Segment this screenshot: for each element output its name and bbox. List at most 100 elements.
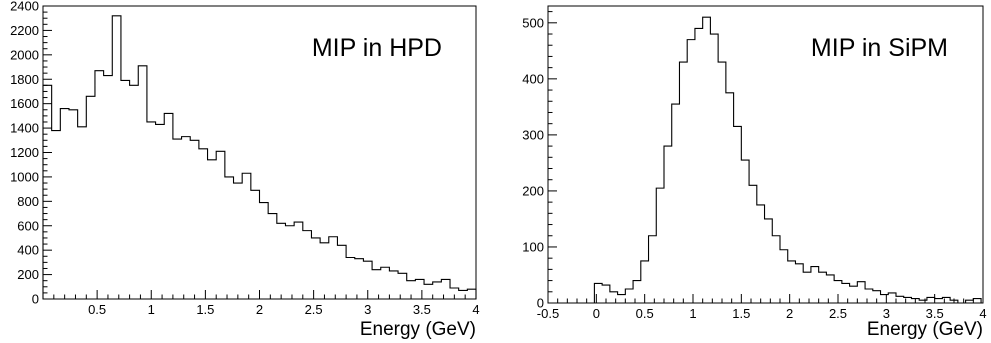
histogram-bin [225, 177, 234, 299]
x-tick-label: 1 [689, 306, 696, 321]
histogram-bin [303, 231, 312, 299]
histogram-bin [398, 273, 407, 299]
x-axis-label: Energy (GeV) [867, 319, 983, 340]
histogram-bin [69, 110, 78, 299]
histogram-bin [441, 279, 450, 299]
chart-title: MIP in SiPM [811, 34, 948, 62]
y-tick-label: 2400 [10, 0, 39, 14]
histogram-bin [95, 71, 104, 299]
y-tick-label: 200 [17, 267, 39, 282]
histogram-bin [811, 267, 819, 303]
y-tick-label: 500 [522, 15, 544, 30]
histogram-bin [656, 188, 664, 303]
x-tick-label: 3 [364, 302, 371, 317]
x-tick-label: 2.5 [305, 302, 323, 317]
y-tick-label: 200 [522, 183, 544, 198]
histogram-bin [459, 290, 468, 299]
histogram-bin [896, 296, 904, 303]
histogram-bin [60, 109, 69, 299]
histogram-bin [919, 300, 927, 303]
histogram-bin [329, 237, 338, 299]
histogram-bin [389, 271, 398, 299]
histogram-bin [749, 185, 757, 303]
histogram-bin [888, 293, 896, 303]
x-tick-label: 3.5 [413, 302, 431, 317]
histogram-bin [772, 236, 780, 303]
histogram-bin [618, 295, 626, 303]
histogram-bin [757, 205, 765, 303]
x-tick-label: 2 [786, 306, 793, 321]
histogram-bin [780, 250, 788, 303]
histogram-bin [190, 140, 199, 299]
y-tick-label: 300 [522, 127, 544, 142]
histogram-bin [104, 76, 113, 299]
x-tick-label: 2 [256, 302, 263, 317]
y-tick-label: 2000 [10, 47, 39, 62]
histogram-bin [703, 17, 711, 303]
chart-title: MIP in HPD [312, 34, 442, 62]
histogram-bin [242, 173, 251, 299]
histogram-bin [850, 286, 858, 303]
histogram-bin [973, 299, 981, 303]
histogram-bin [795, 264, 803, 303]
histogram-bin [467, 289, 476, 299]
histogram-bin [372, 270, 381, 299]
histogram-bin [346, 257, 355, 299]
histogram-bin [43, 85, 52, 299]
histogram-bin [182, 137, 191, 299]
histogram-bin [112, 16, 121, 299]
histogram-bin [320, 243, 329, 299]
histogram-bin [164, 113, 173, 299]
histogram-bin [381, 267, 390, 299]
y-tick-label: 1600 [10, 96, 39, 111]
y-tick-label: 2200 [10, 23, 39, 38]
histogram-bin [803, 272, 811, 303]
y-tick-label: 1400 [10, 121, 39, 136]
histogram-bin [927, 297, 935, 303]
histogram-bin [695, 28, 703, 303]
x-tick-label: 1.5 [196, 302, 214, 317]
histogram-bin [788, 261, 796, 303]
x-tick-label: 1 [148, 302, 155, 317]
histogram-bin [173, 139, 182, 299]
histogram-bin [679, 62, 687, 303]
histogram-bin [415, 279, 424, 299]
x-tick-label: 4 [979, 306, 986, 321]
histogram-bin [337, 245, 346, 299]
histogram-bin [208, 160, 217, 299]
histogram-bin [904, 297, 912, 303]
y-tick-label: 100 [522, 239, 544, 254]
histogram-bin [130, 85, 139, 299]
histogram-bin [672, 104, 680, 303]
y-tick-label: 1000 [10, 169, 39, 184]
histogram-bin [687, 40, 695, 303]
x-tick-label: 3 [883, 306, 890, 321]
histogram-bin [633, 281, 641, 303]
y-tick-label: 1800 [10, 72, 39, 87]
histogram-bin [311, 238, 320, 299]
histogram-bin [147, 122, 156, 299]
histogram-bin [294, 222, 303, 299]
histogram-bin [881, 295, 889, 303]
histogram-bin [86, 96, 95, 299]
x-tick-label: 0 [593, 306, 600, 321]
histogram-bin [819, 272, 827, 303]
histogram-bin [625, 289, 633, 303]
histogram-bin [741, 160, 749, 303]
histogram-bin [251, 190, 260, 299]
histogram-bin [355, 259, 364, 299]
histogram-bin [765, 219, 773, 303]
histogram-line [42, 15, 477, 299]
histogram-bin [594, 283, 602, 303]
x-tick-label: -0.5 [537, 306, 559, 321]
x-tick-label: 4 [472, 302, 479, 317]
plot-frame [547, 5, 984, 304]
histogram-bin [78, 127, 87, 299]
histogram-bin [216, 151, 225, 299]
x-tick-label: 0.5 [636, 306, 654, 321]
x-tick-label: 1.5 [732, 306, 750, 321]
chart-mip-sipm: -0.5 0 0.5 1 1.5 2 2.5 3 3.5 40100200300400500Ene… [522, 5, 987, 340]
histogram-bin [664, 146, 672, 303]
y-tick-label: 0 [32, 292, 39, 307]
